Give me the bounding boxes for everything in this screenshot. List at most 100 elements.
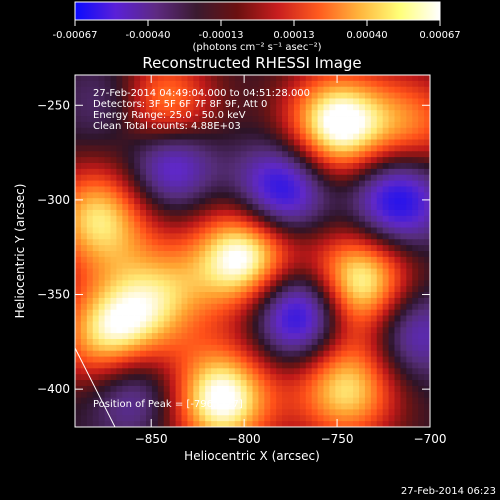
- heatmap-cell: [181, 163, 188, 170]
- heatmap-cell: [181, 121, 188, 129]
- heatmap-cell: [341, 315, 348, 322]
- heatmap-cell: [169, 139, 176, 146]
- heatmap-cell: [110, 374, 117, 381]
- heatmap-cell: [329, 280, 336, 287]
- heatmap-cell: [406, 391, 413, 399]
- heatmap-cell: [264, 75, 271, 82]
- heatmap-cell: [193, 286, 200, 293]
- heatmap-cell: [299, 268, 307, 275]
- heatmap-cell: [75, 415, 82, 422]
- heatmap-cell: [110, 110, 117, 117]
- heatmap-cell: [140, 421, 147, 427]
- heatmap-cell: [424, 309, 430, 316]
- heatmap-cell: [406, 274, 413, 281]
- heatmap-cell: [359, 174, 366, 181]
- heatmap-cell: [305, 121, 313, 129]
- heatmap-cell: [110, 256, 117, 264]
- heatmap-cell: [353, 145, 360, 152]
- heatmap-cell: [181, 339, 188, 346]
- heatmap-cell: [246, 104, 253, 111]
- heatmap-cell: [311, 168, 318, 176]
- heatmap-cell: [388, 350, 395, 357]
- heatmap-cell: [146, 245, 153, 252]
- heatmap-cell: [388, 362, 395, 369]
- heatmap-cell: [122, 186, 129, 193]
- heatmap-cell: [424, 104, 430, 111]
- heatmap-cell: [104, 145, 111, 152]
- heatmap-cell: [122, 321, 129, 328]
- heatmap-cell: [228, 280, 236, 287]
- heatmap-cell: [317, 280, 324, 287]
- heatmap-cell: [140, 139, 147, 146]
- heatmap-cell: [98, 344, 105, 352]
- heatmap-cell: [116, 297, 123, 305]
- heatmap-cell: [382, 286, 389, 293]
- heatmap-cell: [110, 368, 117, 375]
- heatmap-cell: [394, 110, 401, 117]
- heatmap-cell: [412, 362, 419, 369]
- heatmap-cell: [388, 86, 395, 93]
- heatmap-cell: [211, 209, 218, 217]
- heatmap-cell: [205, 344, 212, 352]
- heatmap-cell: [418, 292, 425, 299]
- heatmap-cell: [80, 133, 88, 140]
- heatmap-cell: [228, 110, 236, 117]
- heatmap-cell: [181, 327, 188, 334]
- heatmap-cell: [128, 251, 135, 258]
- heatmap-cell: [412, 385, 419, 393]
- heatmap-cell: [75, 121, 82, 129]
- heatmap-cell: [305, 268, 313, 275]
- heatmap-cell: [151, 174, 159, 181]
- heatmap-cell: [175, 280, 182, 287]
- heatmap-cell: [199, 180, 206, 187]
- heatmap-cell: [394, 339, 401, 346]
- heatmap-cell: [412, 309, 419, 316]
- heatmap-cell: [252, 415, 259, 422]
- heatmap-cell: [335, 180, 342, 187]
- heatmap-cell: [211, 157, 218, 164]
- heatmap-cell: [128, 374, 135, 381]
- heatmap-cell: [329, 309, 336, 316]
- heatmap-cell: [75, 268, 82, 275]
- heatmap-cell: [86, 339, 94, 346]
- heatmap-cell: [276, 374, 283, 381]
- heatmap-cell: [116, 139, 123, 146]
- heatmap-cell: [353, 121, 360, 129]
- heatmap-cell: [211, 221, 218, 228]
- heatmap-cell: [264, 233, 271, 240]
- heatmap-cell: [376, 168, 384, 176]
- heatmap-cell: [252, 344, 259, 352]
- heatmap-cell: [347, 233, 354, 240]
- heatmap-cell: [406, 204, 413, 211]
- heatmap-cell: [311, 350, 318, 357]
- heatmap-cell: [329, 192, 336, 199]
- heatmap-cell: [329, 321, 336, 328]
- heatmap-cell: [276, 168, 283, 176]
- heatmap-cell: [258, 286, 265, 293]
- heatmap-cell: [347, 157, 354, 164]
- heatmap-cell: [151, 327, 159, 334]
- heatmap-cell: [394, 186, 401, 193]
- heatmap-cell: [418, 274, 425, 281]
- heatmap-cell: [193, 92, 200, 99]
- heatmap-cell: [240, 292, 247, 299]
- heatmap-cell: [104, 350, 111, 357]
- heatmap-cell: [110, 209, 117, 217]
- heatmap-cell: [92, 127, 100, 135]
- heatmap-cell: [323, 227, 330, 234]
- heatmap-cell: [412, 245, 419, 252]
- heatmap-cell: [353, 397, 360, 404]
- heatmap-cell: [299, 368, 307, 375]
- heatmap-cell: [323, 344, 330, 352]
- heatmap-cell: [169, 327, 176, 334]
- heatmap-cell: [317, 380, 324, 387]
- heatmap-cell: [140, 86, 147, 93]
- heatmap-cell: [104, 280, 111, 287]
- heatmap-cell: [370, 292, 378, 299]
- heatmap-cell: [199, 133, 206, 140]
- heatmap-cell: [92, 268, 100, 275]
- heatmap-cell: [146, 409, 153, 416]
- heatmap-cell: [341, 380, 348, 387]
- heatmap-cell: [92, 192, 100, 199]
- heatmap-cell: [252, 362, 259, 369]
